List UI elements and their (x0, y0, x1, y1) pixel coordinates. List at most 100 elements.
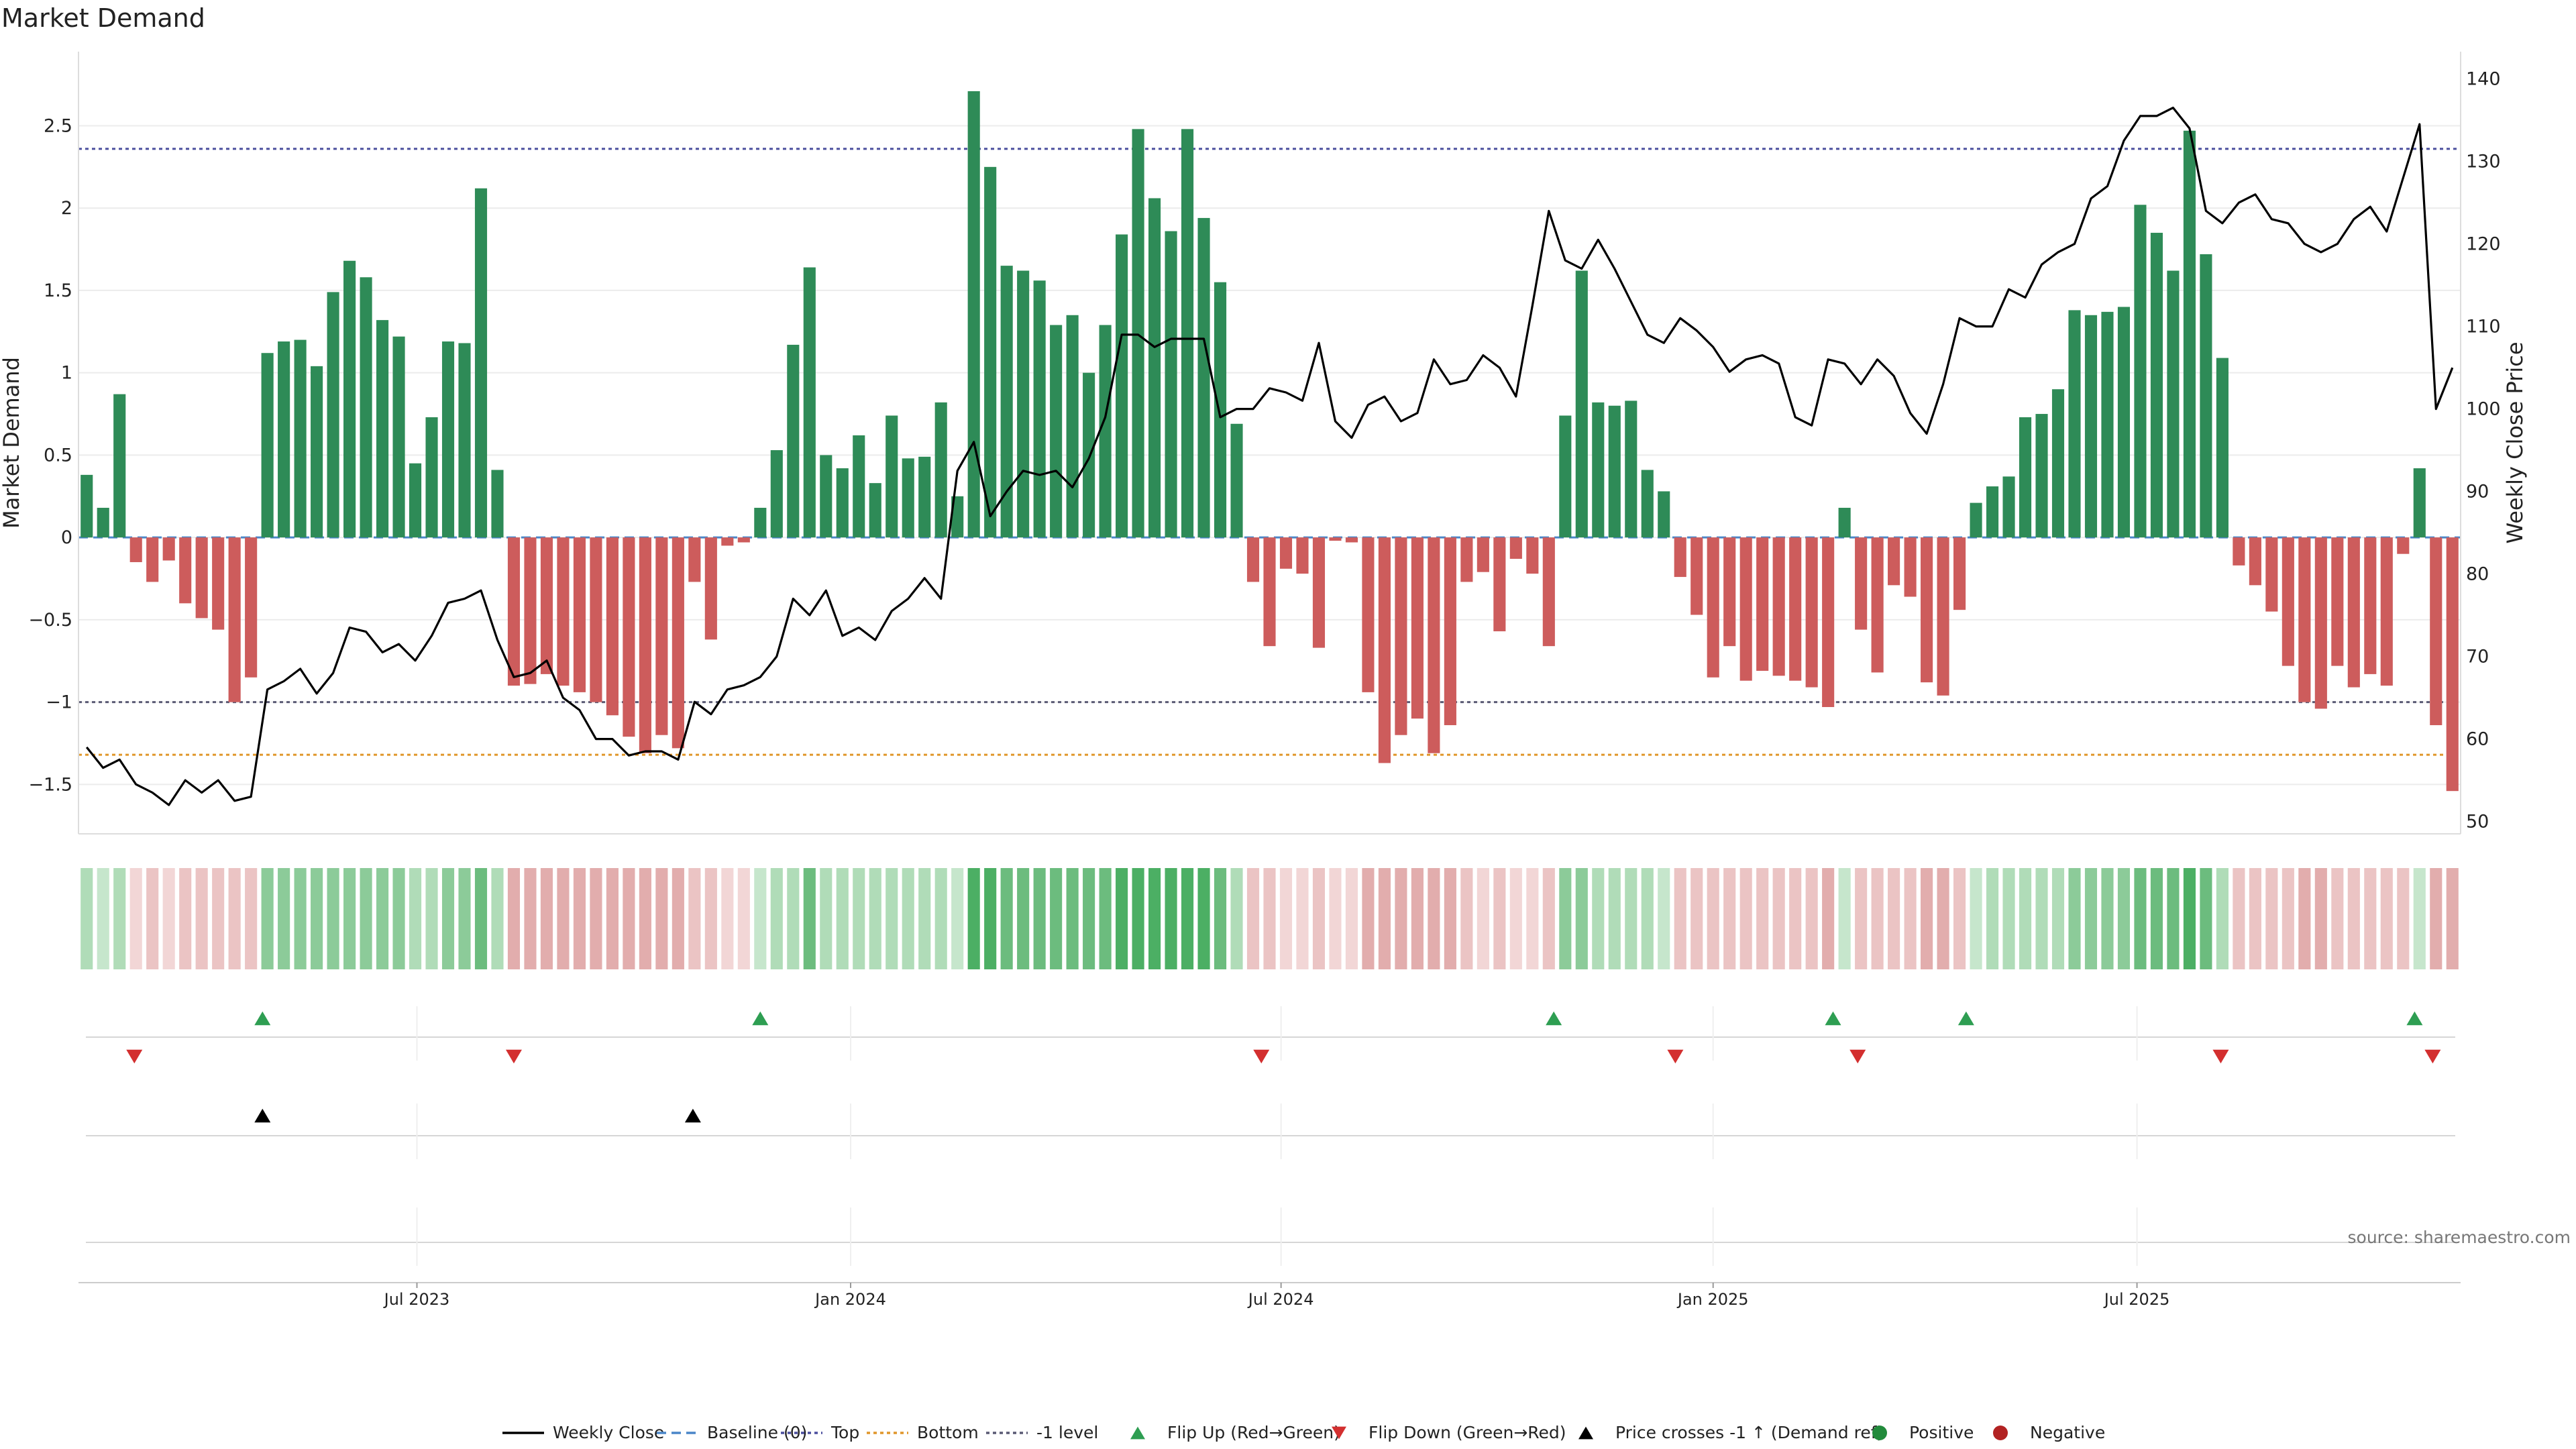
demand-bars (80, 91, 2459, 792)
demand-bar (1230, 423, 1243, 538)
strip-cell (360, 868, 372, 969)
strip-cell (1986, 868, 1999, 969)
demand-bar (672, 537, 684, 749)
demand-bar (294, 339, 307, 538)
strip-cell (688, 868, 701, 969)
strip-cell (1099, 868, 1112, 969)
demand-bar (1493, 537, 1506, 632)
flip-down-marker (1667, 1049, 1684, 1064)
flip-up-marker (254, 1011, 271, 1026)
demand-bar (2068, 310, 2081, 538)
strip-cell (2364, 868, 2377, 969)
strip-cell (1214, 868, 1227, 969)
demand-bar (1805, 537, 1818, 688)
demand-bar (540, 537, 553, 674)
strip-cell (1050, 868, 1063, 969)
demand-bar (1132, 129, 1144, 538)
strip-cell (1279, 868, 1293, 969)
strip-cell (2446, 868, 2459, 969)
demand-bar (787, 344, 800, 538)
demand-bar (1148, 198, 1161, 538)
strip-cell (524, 868, 537, 969)
demand-bar (2430, 537, 2443, 725)
demand-bar (869, 483, 881, 538)
strip-cell (113, 868, 126, 969)
demand-bar (951, 496, 964, 538)
demand-bar (2216, 358, 2229, 538)
strip-cell (458, 868, 471, 969)
demand-bar (146, 537, 159, 582)
strip-cell (491, 868, 504, 969)
strip-cell (2331, 868, 2344, 969)
strip-cell (245, 868, 258, 969)
strip-cell (1739, 868, 1752, 969)
strip-cell (376, 868, 389, 969)
legend-swatch (1130, 1426, 1145, 1440)
strip-cell (2101, 868, 2114, 969)
flip-up-marker (1546, 1011, 1562, 1026)
demand-bar (803, 267, 816, 538)
flip-up-marker (1825, 1011, 1841, 1026)
demand-bar (853, 435, 865, 538)
demand-bar (1937, 537, 1949, 696)
strip-cell (672, 868, 684, 969)
strip-cell (2347, 868, 2360, 969)
demand-bar (409, 463, 422, 538)
strip-cell (1378, 868, 1391, 969)
demand-bar (2084, 315, 2098, 538)
strip-cell (1116, 868, 1128, 969)
strip-cell (2002, 868, 2015, 969)
demand-bar (885, 415, 898, 538)
strip-cell (1148, 868, 1161, 969)
strip-cell (1526, 868, 1539, 969)
legend-label: Flip Down (Green→Red) (1368, 1423, 1566, 1442)
strip-cell (967, 868, 980, 969)
flip-down-marker (1253, 1049, 1270, 1064)
demand-bar (721, 537, 734, 546)
legend-label: Price crosses -1 ↑ (Demand ref) (1615, 1423, 1883, 1442)
strip-cell (441, 868, 455, 969)
demand-bar (1000, 266, 1013, 538)
demand-bar (1838, 507, 1851, 538)
demand-bar (1723, 537, 1736, 647)
legend-label: -1 level (1036, 1423, 1098, 1442)
strip-cell (1395, 868, 1407, 969)
event-panels (78, 1006, 2461, 1283)
demand-bar (770, 450, 783, 538)
strip-cell (1411, 868, 1424, 969)
strip-cell (2150, 868, 2163, 969)
demand-bar (1674, 537, 1686, 578)
demand-bar (392, 336, 405, 538)
axes (78, 52, 2461, 835)
weekly-close-series (85, 107, 2454, 806)
strip-cell (2117, 868, 2131, 969)
strip-cell (1263, 868, 1276, 969)
demand-bar (623, 537, 635, 737)
y2-tick-label: 120 (2466, 234, 2501, 255)
legend-label: Negative (2030, 1423, 2105, 1442)
demand-bar (2002, 476, 2015, 538)
demand-bar (2298, 537, 2311, 702)
strip-cell (162, 868, 175, 969)
strip-cell (918, 868, 931, 969)
demand-bar (2167, 270, 2180, 538)
demand-bar (1329, 537, 1342, 541)
y-tick-label: 1.5 (44, 280, 72, 301)
strip-cell (1838, 868, 1851, 969)
strip-cell (1362, 868, 1375, 969)
strip-cell (1083, 868, 1095, 969)
strip-cell (2051, 868, 2065, 969)
strip-cell (474, 868, 488, 969)
strip-cell (1444, 868, 1456, 969)
demand-bar (1542, 537, 1555, 647)
strip-cell (1970, 868, 1982, 969)
demand-bar (1165, 231, 1177, 538)
demand-bar (1444, 537, 1456, 725)
chart-title: Market Demand (1, 3, 205, 33)
strip-cell (1789, 868, 1802, 969)
strip-cell (803, 868, 816, 969)
strip-cell (1904, 868, 1917, 969)
strip-cell (1493, 868, 1506, 969)
y-tick-labels: −1.5 −1 −0.5 0 0.5 1 1.5 2 2.5 (28, 115, 72, 795)
